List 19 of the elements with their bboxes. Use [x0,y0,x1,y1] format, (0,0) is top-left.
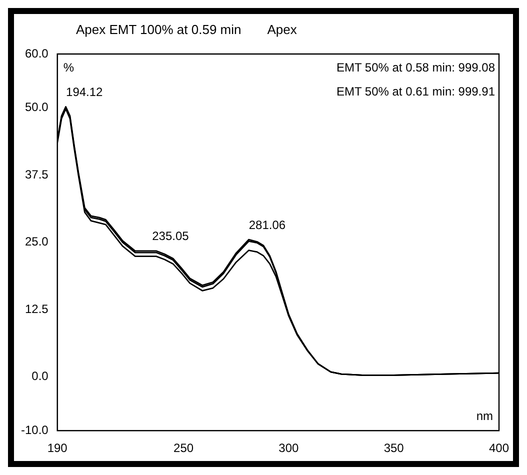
annotation: 281.06 [248,218,286,232]
y-tick-label: 37.5 [24,167,49,182]
y-tick-label: 0.0 [32,369,49,384]
y-axis-title: % [63,60,74,74]
x-tick-label: 350 [384,441,404,456]
y-tick-label: 12.5 [24,302,49,316]
x-tick-label: 400 [488,441,510,456]
x-tick-label: 300 [278,441,300,456]
y-tick-label: 50.0 [24,100,49,114]
y-tick-label: -10.0 [20,422,49,437]
y-tick-label: 25.0 [24,234,49,249]
chart-subtitle: Apex [267,22,297,37]
annotation: EMT 50% at 0.58 min: 999.08 [336,60,496,74]
annotation: 235.05 [152,229,190,244]
x-tick-label: 250 [174,441,194,456]
annotation: 194.12 [66,85,104,100]
x-tick-label: 190 [47,441,68,456]
y-tick-label: 60.0 [24,46,49,60]
chart-title: Apex EMT 100% at 0.59 min [76,22,242,37]
